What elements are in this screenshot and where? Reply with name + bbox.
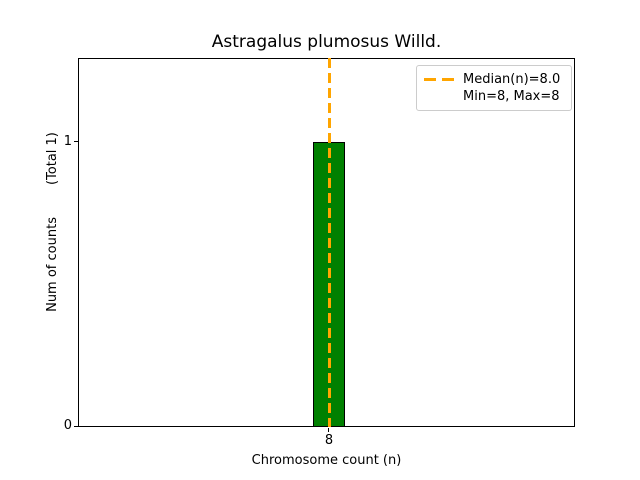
- ytick-mark-0: [74, 426, 78, 427]
- xaxis-label: Chromosome count (n): [251, 453, 402, 468]
- legend-row-median: Median(n)=8.0: [424, 71, 563, 88]
- orange-dashed-line-icon: [424, 78, 454, 81]
- chart-title: Astragalus plumosus Willd.: [211, 32, 442, 52]
- xtick-label-8: 8: [324, 433, 334, 448]
- legend-median-label: Median(n)=8.0: [463, 72, 561, 87]
- median-line: [328, 58, 331, 427]
- legend-row-minmax: Min=8, Max=8: [424, 88, 563, 105]
- yaxis-label: Num of counts (Total 1): [42, 102, 62, 342]
- xtick-mark-8: [328, 428, 329, 432]
- yaxis-label-main: Num of counts: [44, 217, 60, 312]
- yaxis-label-total: (Total 1): [44, 132, 60, 186]
- ytick-mark-1: [74, 141, 78, 142]
- legend-key-spacer: [424, 95, 454, 98]
- legend: Median(n)=8.0 Min=8, Max=8: [416, 65, 572, 111]
- legend-minmax-label: Min=8, Max=8: [463, 89, 560, 104]
- ytick-label-0: 0: [63, 418, 72, 433]
- ytick-label-1: 1: [63, 134, 72, 149]
